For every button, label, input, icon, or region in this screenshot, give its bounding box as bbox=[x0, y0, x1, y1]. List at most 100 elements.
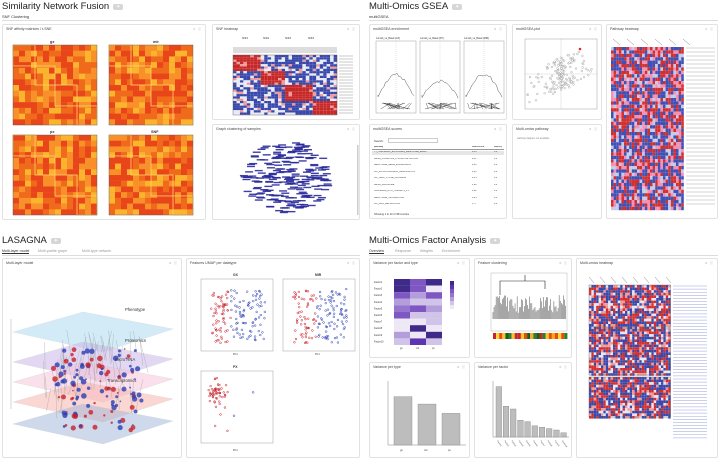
heatmap-cell bbox=[236, 98, 240, 101]
col-header[interactable]: multi.q bbox=[494, 146, 502, 148]
scatter-point bbox=[568, 76, 571, 79]
umap-point bbox=[211, 332, 214, 335]
card-menu-icon[interactable]: ≡ ⓘ bbox=[559, 261, 568, 265]
hit-tick bbox=[491, 102, 498, 110]
table-row[interactable]: HALLMARK_MYC_TARGETS_V1 1.92 0.0 bbox=[372, 190, 504, 194]
tab-weights[interactable]: Weights bbox=[420, 249, 433, 253]
heatmap-cell bbox=[601, 290, 604, 293]
heatmap-cell bbox=[618, 77, 622, 81]
heatmap-cell bbox=[253, 89, 258, 92]
snf-heatmap bbox=[232, 47, 353, 116]
scatter-point bbox=[536, 92, 539, 96]
heatmap-cell bbox=[302, 82, 306, 85]
table-row[interactable]: KEGG_RIBOSOME 1.98 0.0 bbox=[372, 184, 504, 188]
tab-overview[interactable]: Overview bbox=[369, 249, 384, 254]
card-menu-icon[interactable]: ≡ ⓘ bbox=[705, 261, 714, 265]
heatmap-cell bbox=[629, 104, 632, 109]
snf-tab[interactable]: SNF Clustering bbox=[2, 14, 30, 19]
col-header[interactable]: multi.score bbox=[472, 146, 485, 148]
umap-point bbox=[342, 316, 346, 319]
heatmap-cell bbox=[644, 128, 648, 132]
heatmap-cell bbox=[626, 108, 630, 112]
scatter-point bbox=[573, 76, 576, 79]
col-header[interactable]: pathway bbox=[374, 146, 384, 148]
table-row[interactable]: REACTOME_TRANSLATION 1.85 0.0 bbox=[372, 197, 504, 201]
heatmap-cell bbox=[634, 57, 637, 61]
heatmap-cell bbox=[655, 118, 658, 122]
table-row[interactable]: GO_CELL_CYCLE_PROCESS 2.14 0.0 bbox=[372, 177, 504, 181]
card-menu-icon[interactable]: ≡ ⓘ bbox=[457, 261, 466, 265]
heatmap-cell bbox=[591, 344, 594, 348]
heatmap-cell bbox=[617, 326, 621, 330]
heatmap-cell bbox=[271, 57, 275, 60]
tab-multi-type[interactable]: Multi-type network bbox=[82, 249, 112, 253]
tab-enrichment[interactable]: Enrichment bbox=[442, 249, 461, 253]
heatmap-cell bbox=[678, 196, 682, 200]
sample-node bbox=[287, 176, 296, 179]
table-row[interactable]: TT_HALLMARK_ESTROGEN_RESPONSE_EARLY 2.56 0… bbox=[372, 151, 504, 155]
scatter-point bbox=[540, 75, 543, 79]
heatmap-cell bbox=[288, 73, 292, 76]
heatmap-cell bbox=[250, 101, 254, 104]
heatmap-cell bbox=[271, 59, 275, 62]
info-icon[interactable]: ✦ bbox=[113, 3, 124, 10]
tab-response[interactable]: Response bbox=[395, 249, 412, 253]
tab-multi-layer[interactable]: Multi-layer model bbox=[2, 249, 30, 254]
heatmap-cell bbox=[644, 172, 648, 177]
card-menu-icon[interactable]: ≡ ⓘ bbox=[169, 261, 178, 265]
card-menu-icon[interactable]: ≡ ⓘ bbox=[347, 127, 356, 131]
affinity-cell bbox=[133, 62, 139, 68]
affinity-cell bbox=[19, 135, 25, 141]
affinity-cell bbox=[67, 186, 73, 193]
card-menu-icon[interactable]: ≡ ⓘ bbox=[494, 27, 503, 31]
gsea-tab[interactable]: multiGSEA bbox=[369, 14, 389, 19]
card-menu-icon[interactable]: ≡ ⓘ bbox=[705, 27, 714, 31]
heatmap-cell bbox=[250, 103, 254, 106]
heatmap-cell bbox=[622, 311, 625, 314]
heatmap-cell bbox=[644, 159, 648, 163]
heatmap-cell bbox=[650, 121, 653, 126]
card-menu-icon[interactable]: ≡ ⓘ bbox=[494, 127, 503, 131]
heatmap-cell bbox=[663, 104, 666, 109]
heatmap-cell bbox=[236, 89, 240, 92]
card-menu-icon[interactable]: ≡ ⓘ bbox=[193, 27, 202, 31]
heatmap-cell bbox=[330, 64, 334, 67]
feature-node bbox=[110, 403, 114, 407]
heatmap-cell bbox=[639, 47, 643, 51]
info-icon[interactable]: ✦ bbox=[452, 3, 463, 10]
card-menu-icon[interactable]: ≡ ⓘ bbox=[589, 27, 598, 31]
table-row[interactable]: GO_DNA_REPLICATION 1.77 0.0 bbox=[372, 203, 504, 207]
heatmap-cell bbox=[326, 73, 331, 76]
heatmap-cell bbox=[665, 295, 669, 298]
heatmap-cell bbox=[661, 311, 664, 314]
info-icon[interactable]: ✦ bbox=[490, 237, 501, 244]
heatmap-cell bbox=[603, 298, 606, 301]
affinity-cell bbox=[31, 62, 37, 68]
heatmap-cell bbox=[661, 326, 664, 330]
card-menu-icon[interactable]: ≡ ⓘ bbox=[347, 261, 356, 265]
info-icon[interactable]: ✦ bbox=[50, 237, 61, 244]
heatmap-cell bbox=[591, 290, 594, 293]
sample-node bbox=[305, 168, 314, 171]
tab-multi-partite[interactable]: Multi-partite graph bbox=[38, 249, 67, 253]
heatmap-cell bbox=[663, 290, 666, 293]
heatmap-cell bbox=[673, 118, 676, 122]
heatmap-cell bbox=[652, 91, 656, 95]
heatmap-cell bbox=[618, 101, 622, 105]
card-menu-icon[interactable]: ≡ ⓘ bbox=[347, 27, 356, 31]
heatmap-cell bbox=[642, 145, 645, 149]
umap-point bbox=[298, 311, 301, 314]
table-row[interactable]: GO_MITOCHONDRIAL_RESPIRATION 2.20 0.0 bbox=[372, 171, 504, 175]
card-menu-icon[interactable]: ≡ ⓘ bbox=[589, 127, 598, 131]
heatmap-cell bbox=[264, 80, 268, 83]
search-input[interactable] bbox=[388, 138, 438, 143]
heatmap-cell bbox=[326, 71, 331, 74]
affinity-cell bbox=[145, 45, 151, 51]
heatmap-cell bbox=[236, 103, 240, 106]
heatmap-cell bbox=[298, 68, 303, 72]
feature-node bbox=[132, 396, 138, 402]
feature-node bbox=[63, 369, 67, 373]
table-row[interactable]: REACTOME_GENE_EXPRESSION 2.38 0.0 bbox=[372, 164, 504, 168]
heatmap-cell bbox=[622, 295, 625, 298]
table-row[interactable]: KEGG_OXIDATIVE_PHOSPHORYLATION 2.51 0.0 bbox=[372, 158, 504, 162]
